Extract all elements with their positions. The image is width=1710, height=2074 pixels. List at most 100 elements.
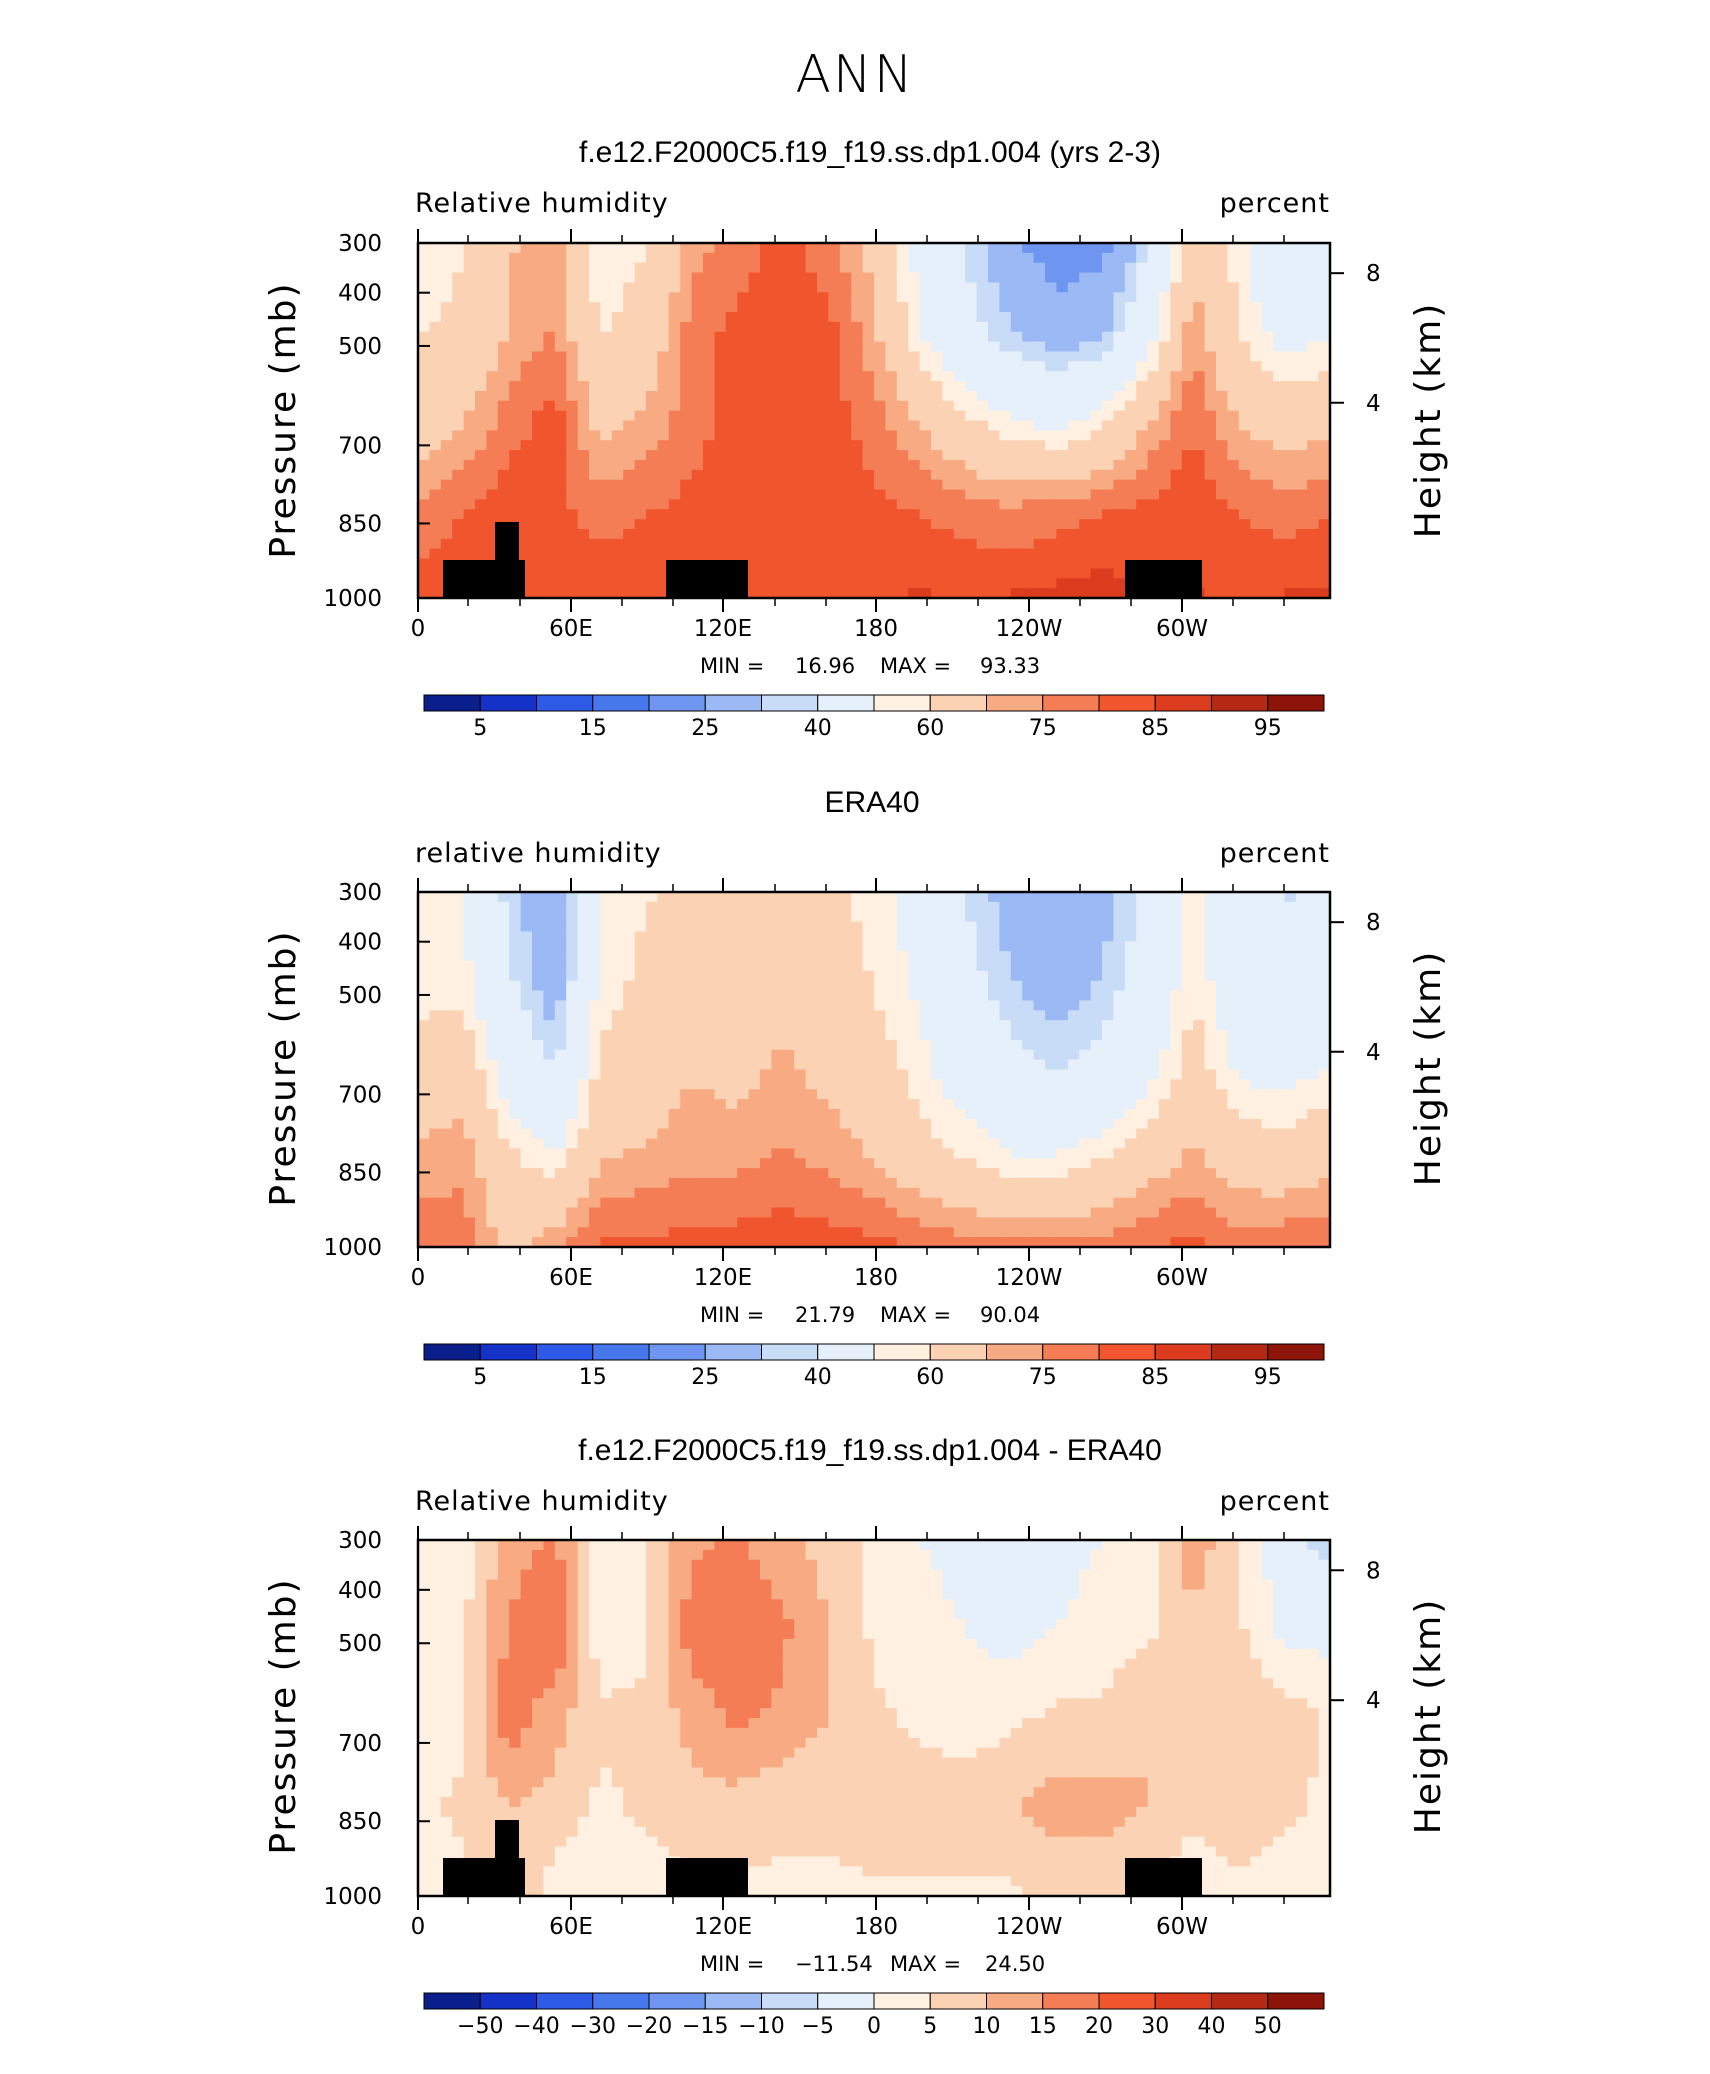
contour-cell [782,371,795,382]
contour-cell [794,1059,807,1071]
contour-cell [1147,892,1160,903]
contour-cell [532,892,544,903]
contour-cell [1102,400,1114,412]
contour-cell [1136,479,1149,491]
contour-cell [1284,292,1297,303]
contour-cell [851,568,864,579]
contour-cell [885,479,898,491]
contour-cell [463,538,476,550]
contour-cell [1010,302,1023,313]
contour-cell [703,921,715,933]
contour-cell [1124,262,1137,274]
contour-cell [782,331,795,343]
contour-cell [589,941,601,952]
contour-cell [623,1059,636,1071]
contour-cell [919,312,932,323]
contour-cell [691,252,704,264]
contour-cell [543,568,556,579]
contour-cell [1181,243,1194,254]
contour-cell [953,489,966,500]
contour-cell [554,1099,567,1110]
contour-cell [908,400,921,412]
contour-cell [1045,321,1057,333]
contour-cell [988,390,1000,402]
contour-cell [1261,961,1274,972]
contour-cell [486,361,499,372]
contour-cell [634,1020,647,1031]
contour-cell [452,1079,465,1090]
contour-cell [953,980,966,992]
contour-cell [965,1030,978,1041]
contour-cell [805,420,818,431]
contour-cell [1273,1099,1285,1110]
contour-cell [429,390,442,402]
contour-cell [862,990,875,1002]
contour-cell [999,538,1012,550]
contour-cell [634,499,647,510]
contour-cell [429,980,442,992]
contour-cell [703,312,715,323]
contour-cell [497,262,510,274]
contour-cell [440,538,453,550]
contour-cell [520,1059,533,1071]
contour-cell [600,499,613,510]
contour-cell [1284,990,1297,1002]
contour-cell [566,381,579,392]
contour-cell [782,1089,795,1100]
contour-cell [668,1010,681,1021]
contour-cell [976,243,989,254]
contour-cell [931,941,943,952]
contour-cell [1136,1030,1149,1041]
contour-cell [851,509,864,520]
contour-cell [634,921,647,933]
contour-cell [600,1089,613,1100]
contour-cell [988,548,1000,560]
contour-cell [1010,321,1023,333]
contour-cell [1045,970,1057,982]
contour-cell [1067,1089,1080,1100]
contour-cell [440,1030,453,1041]
contour-cell [839,548,852,560]
contour-cell [497,390,510,402]
contour-cell [543,931,556,942]
contour-cell [725,410,738,422]
contour-cell [805,272,818,284]
contour-cell [668,990,681,1002]
contour-cell [817,262,829,274]
contour-cell [497,970,510,982]
contour-cell [543,1020,556,1031]
contour-cell [805,361,818,372]
contour-cell [532,990,544,1002]
contour-cell [953,578,966,589]
contour-cell [1022,1010,1035,1021]
contour-cell [988,262,1000,274]
terrain-block [495,522,519,560]
contour-cell [1022,578,1035,589]
contour-cell [725,1059,738,1071]
contour-cell [1284,951,1297,962]
contour-cell [1284,980,1297,992]
contour-cell [509,272,522,284]
contour-cell [965,951,978,962]
contour-cell [634,1039,647,1051]
contour-cell [577,1030,590,1041]
contour-cell [908,282,921,293]
contour-cell [1010,381,1023,392]
contour-cell [737,1118,750,1130]
contour-cell [543,1069,556,1080]
contour-cell [851,1079,864,1090]
contour-cell [782,588,795,599]
contour-cell [611,371,624,382]
contour-cell [953,312,966,323]
contour-cell [1307,400,1320,412]
contour-cell [475,292,487,303]
contour-cell [931,469,943,481]
contour-cell [418,1020,430,1031]
contour-cell [953,410,966,422]
contour-cell [1227,400,1240,412]
contour-cell [794,312,807,323]
contour-cell [725,1099,738,1110]
contour-cell [600,243,613,254]
contour-cell [942,1039,955,1051]
contour-cell [737,302,750,313]
